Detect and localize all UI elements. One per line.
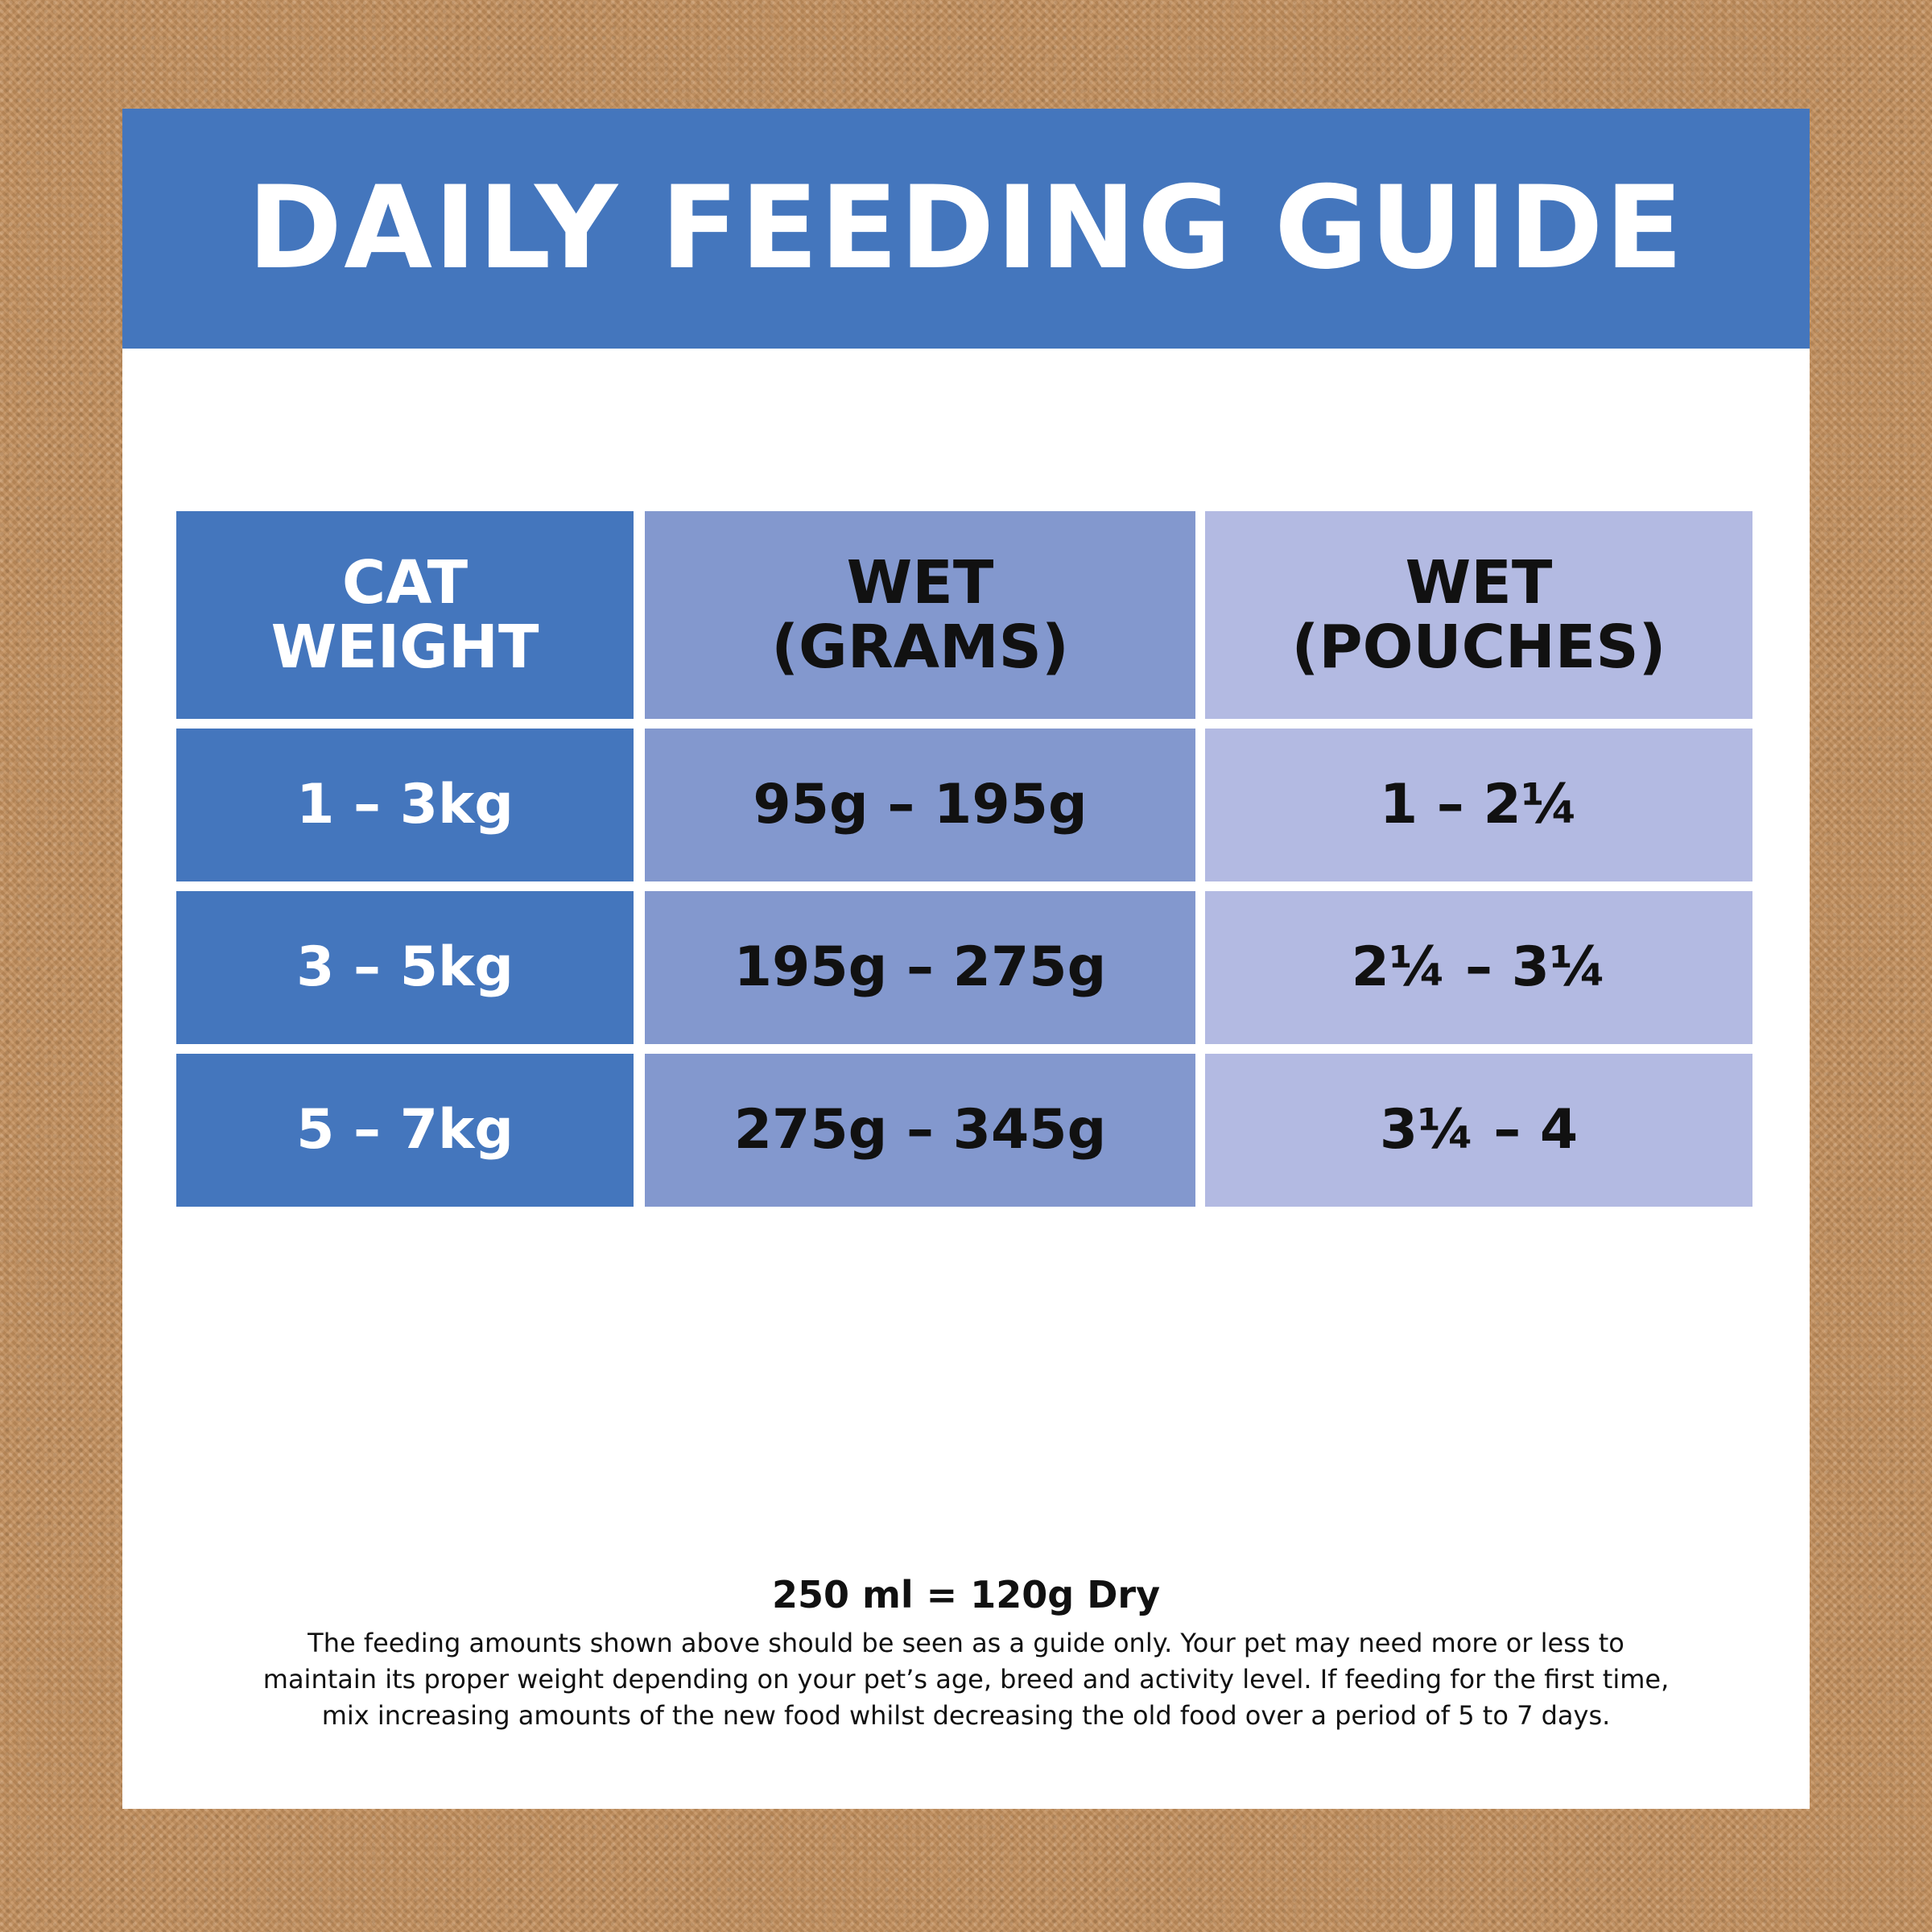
table-cell-grams: 95g – 195g bbox=[645, 729, 1195, 881]
table-cell-grams: 195g – 275g bbox=[645, 891, 1195, 1044]
header-cat-weight-line1: CAT bbox=[341, 548, 469, 617]
header-wet-grams: WET (GRAMS) bbox=[645, 511, 1195, 719]
page-title: DAILY FEEDING GUIDE bbox=[247, 162, 1685, 295]
disclaimer-text: The feeding amounts shown above should b… bbox=[122, 1625, 1810, 1734]
table-cell-grams: 275g – 345g bbox=[645, 1054, 1195, 1207]
disclaimer-line: The feeding amounts shown above should b… bbox=[308, 1628, 1624, 1658]
header-wet-pouches-line2: (POUCHES) bbox=[1291, 613, 1666, 682]
disclaimer-line: maintain its proper weight depending on … bbox=[262, 1664, 1670, 1695]
header-cat-weight: CAT WEIGHT bbox=[176, 511, 634, 719]
table-cell-pouches: 1 – 2¼ bbox=[1205, 729, 1752, 881]
header-wet-grams-line1: WET bbox=[846, 548, 994, 617]
header-wet-pouches-line1: WET bbox=[1405, 548, 1553, 617]
table-cell-weight: 1 – 3kg bbox=[176, 729, 634, 881]
table-cell-weight: 3 – 5kg bbox=[176, 891, 634, 1044]
header-wet-grams-line2: (GRAMS) bbox=[771, 613, 1069, 682]
header-wet-pouches: WET (POUCHES) bbox=[1205, 511, 1752, 719]
header-banner: DAILY FEEDING GUIDE bbox=[122, 109, 1810, 349]
table-cell-pouches: 3¼ – 4 bbox=[1205, 1054, 1752, 1207]
table-cell-pouches: 2¼ – 3¼ bbox=[1205, 891, 1752, 1044]
header-cat-weight-line2: WEIGHT bbox=[270, 613, 539, 682]
feeding-guide-card: DAILY FEEDING GUIDE CAT WEIGHT WET (GRAM… bbox=[122, 109, 1810, 1809]
table-cell-weight: 5 – 7kg bbox=[176, 1054, 634, 1207]
disclaimer-line: mix increasing amounts of the new food w… bbox=[321, 1700, 1611, 1731]
conversion-note: 250 ml = 120g Dry bbox=[771, 1573, 1161, 1616]
